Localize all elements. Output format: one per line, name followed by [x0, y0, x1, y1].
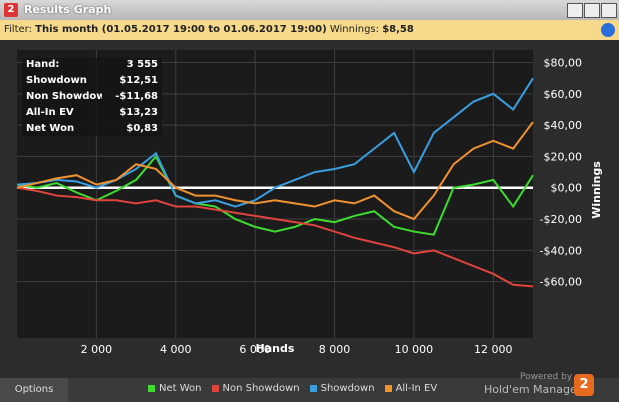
info-label: Net Won: [26, 123, 75, 134]
legend-label: All-In EV: [395, 383, 438, 394]
app-badge: 2: [4, 3, 18, 17]
filter-value[interactable]: This month (01.05.2017 19:00 to 01.06.20…: [35, 24, 327, 35]
x-tick-label: 6 000: [239, 343, 271, 356]
info-row: Showdown $12,51: [22, 74, 162, 90]
x-axis-label: Hands: [256, 342, 295, 355]
y-tick-label: -$60,00: [540, 276, 582, 289]
winnings-value: $8,58: [382, 24, 414, 35]
maximize-button[interactable]: [584, 3, 600, 18]
winnings-label: Winnings:: [329, 24, 380, 35]
chart: Winnings Hands $80,00 $60,00 $40,00 $20,00 $…: [16, 50, 603, 356]
legend-item: Net Won: [148, 383, 202, 394]
filter-label: Filter:: [4, 24, 32, 35]
legend-label: Non Showdown: [222, 383, 300, 394]
info-label: Showdown: [26, 75, 87, 86]
info-row: Hand: 3 555: [22, 58, 162, 74]
legend-item: All-In EV: [384, 383, 438, 394]
x-tick-label: 8 000: [319, 343, 351, 356]
help-icon[interactable]: [601, 23, 615, 37]
info-label: Non Showdow: [26, 91, 102, 102]
y-tick-label: $20,00: [544, 150, 583, 163]
series-line: [16, 186, 534, 288]
y-tick-label: -$40,00: [540, 244, 582, 257]
y-axis-label: Winnings: [590, 161, 603, 219]
minimize-button[interactable]: [567, 3, 583, 18]
info-value: -$11,68: [115, 91, 158, 102]
legend-swatch: [309, 385, 317, 392]
info-row: All-In EV $13,23: [22, 106, 162, 122]
info-row: Non Showdow -$11,68: [22, 90, 162, 106]
info-value: $13,23: [119, 107, 158, 118]
x-tick-label: 4 000: [160, 343, 192, 356]
close-button[interactable]: [601, 3, 617, 18]
info-value: 3 555: [126, 59, 158, 70]
info-label: Hand:: [26, 59, 60, 70]
legend-item: Showdown: [309, 383, 375, 394]
info-value: $0,83: [126, 123, 158, 134]
y-tick-label: $0,00: [551, 182, 583, 195]
powered-by: Powered by: [520, 372, 573, 382]
legend-label: Net Won: [159, 383, 202, 394]
footer: Options Net Won Non Showdown Showdown All-I…: [0, 372, 619, 402]
options-button[interactable]: Options: [0, 378, 68, 402]
filter-bar: Filter: This month (01.05.2017 19:00 to …: [0, 20, 619, 40]
x-tick-label: 12 000: [474, 343, 513, 356]
info-label: All-In EV: [26, 107, 74, 118]
legend-label: Showdown: [320, 383, 375, 394]
legend-swatch: [148, 385, 155, 392]
y-tick-label: $60,00: [544, 88, 583, 101]
legend-swatch: [211, 385, 219, 392]
info-value: $12,51: [119, 75, 158, 86]
legend-swatch: [384, 385, 392, 392]
x-tick-label: 2 000: [81, 343, 113, 356]
info-row: Net Won $0,83: [22, 122, 162, 138]
info-box: Hand: 3 555 Showdown $12,51 Non Showdow -$11,…: [22, 58, 162, 136]
legend-item: Non Showdown: [211, 383, 300, 394]
series-line: [16, 77, 534, 208]
window-title: Results Graph: [24, 3, 112, 16]
y-tick-label: $80,00: [544, 57, 583, 70]
y-tick-label: -$20,00: [540, 213, 582, 226]
series-line: [16, 121, 534, 221]
series-line: [16, 154, 534, 236]
title-bar: 2 Results Graph: [0, 0, 619, 20]
y-tick-label: $40,00: [544, 119, 583, 132]
brand-badge: 2: [574, 374, 594, 396]
legend: Net Won Non Showdown Showdown All-In EV: [148, 383, 437, 394]
brand: Hold'em Manager: [484, 383, 582, 396]
x-tick-label: 10 000: [395, 343, 434, 356]
